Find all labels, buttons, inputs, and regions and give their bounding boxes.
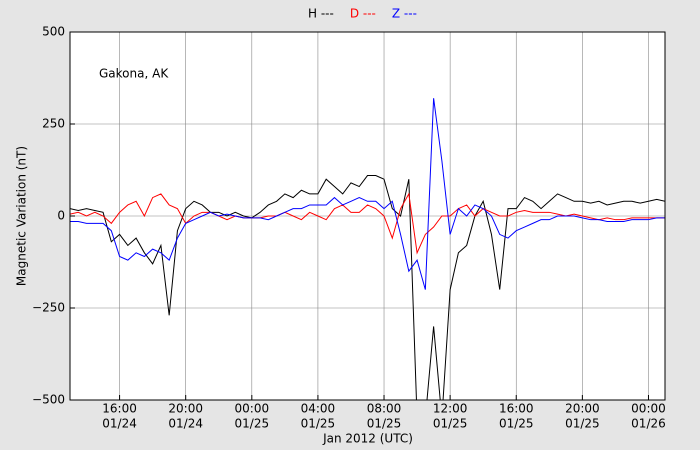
- x-tick-date: 01/25: [565, 417, 600, 431]
- y-tick-label: 0: [57, 209, 65, 223]
- x-tick-label: 00:00: [235, 402, 270, 416]
- x-tick-date: 01/24: [102, 417, 137, 431]
- lines: [70, 98, 665, 400]
- x-tick-date: 01/26: [631, 417, 666, 431]
- legend-entry: H ---: [308, 7, 334, 21]
- x-tick-label: 20:00: [168, 402, 203, 416]
- x-tick-date: 01/25: [367, 417, 402, 431]
- x-tick-label: 16:00: [102, 402, 137, 416]
- x-tick-label: 12:00: [433, 402, 468, 416]
- x-tick-label: 00:00: [631, 402, 666, 416]
- x-tick-label: 16:00: [499, 402, 534, 416]
- y-tick-label: −500: [32, 393, 65, 407]
- x-tick-date: 01/25: [235, 417, 270, 431]
- y-tick-label: 500: [42, 25, 65, 39]
- x-tick-label: 04:00: [301, 402, 336, 416]
- x-axis-label: Jan 2012 (UTC): [322, 432, 413, 446]
- legend-entry: Z ---: [392, 7, 417, 21]
- y-tick-label: −250: [32, 301, 65, 315]
- series-line: [70, 175, 665, 400]
- x-tick-date: 01/25: [301, 417, 336, 431]
- y-tick-label: 250: [42, 117, 65, 131]
- series-line: [70, 98, 665, 290]
- x-tick-date: 01/25: [433, 417, 468, 431]
- annotation: Gakona, AK: [99, 67, 169, 81]
- x-tick-date: 01/25: [499, 417, 534, 431]
- x-tick-label: 20:00: [565, 402, 600, 416]
- legend-entry: D ---: [350, 7, 376, 21]
- legend: H --- D --- Z ---: [308, 7, 417, 21]
- x-tick-label: 08:00: [367, 402, 402, 416]
- x-tick-date: 01/24: [168, 417, 203, 431]
- y-axis-label: Magnetic Variation (nT): [15, 146, 29, 286]
